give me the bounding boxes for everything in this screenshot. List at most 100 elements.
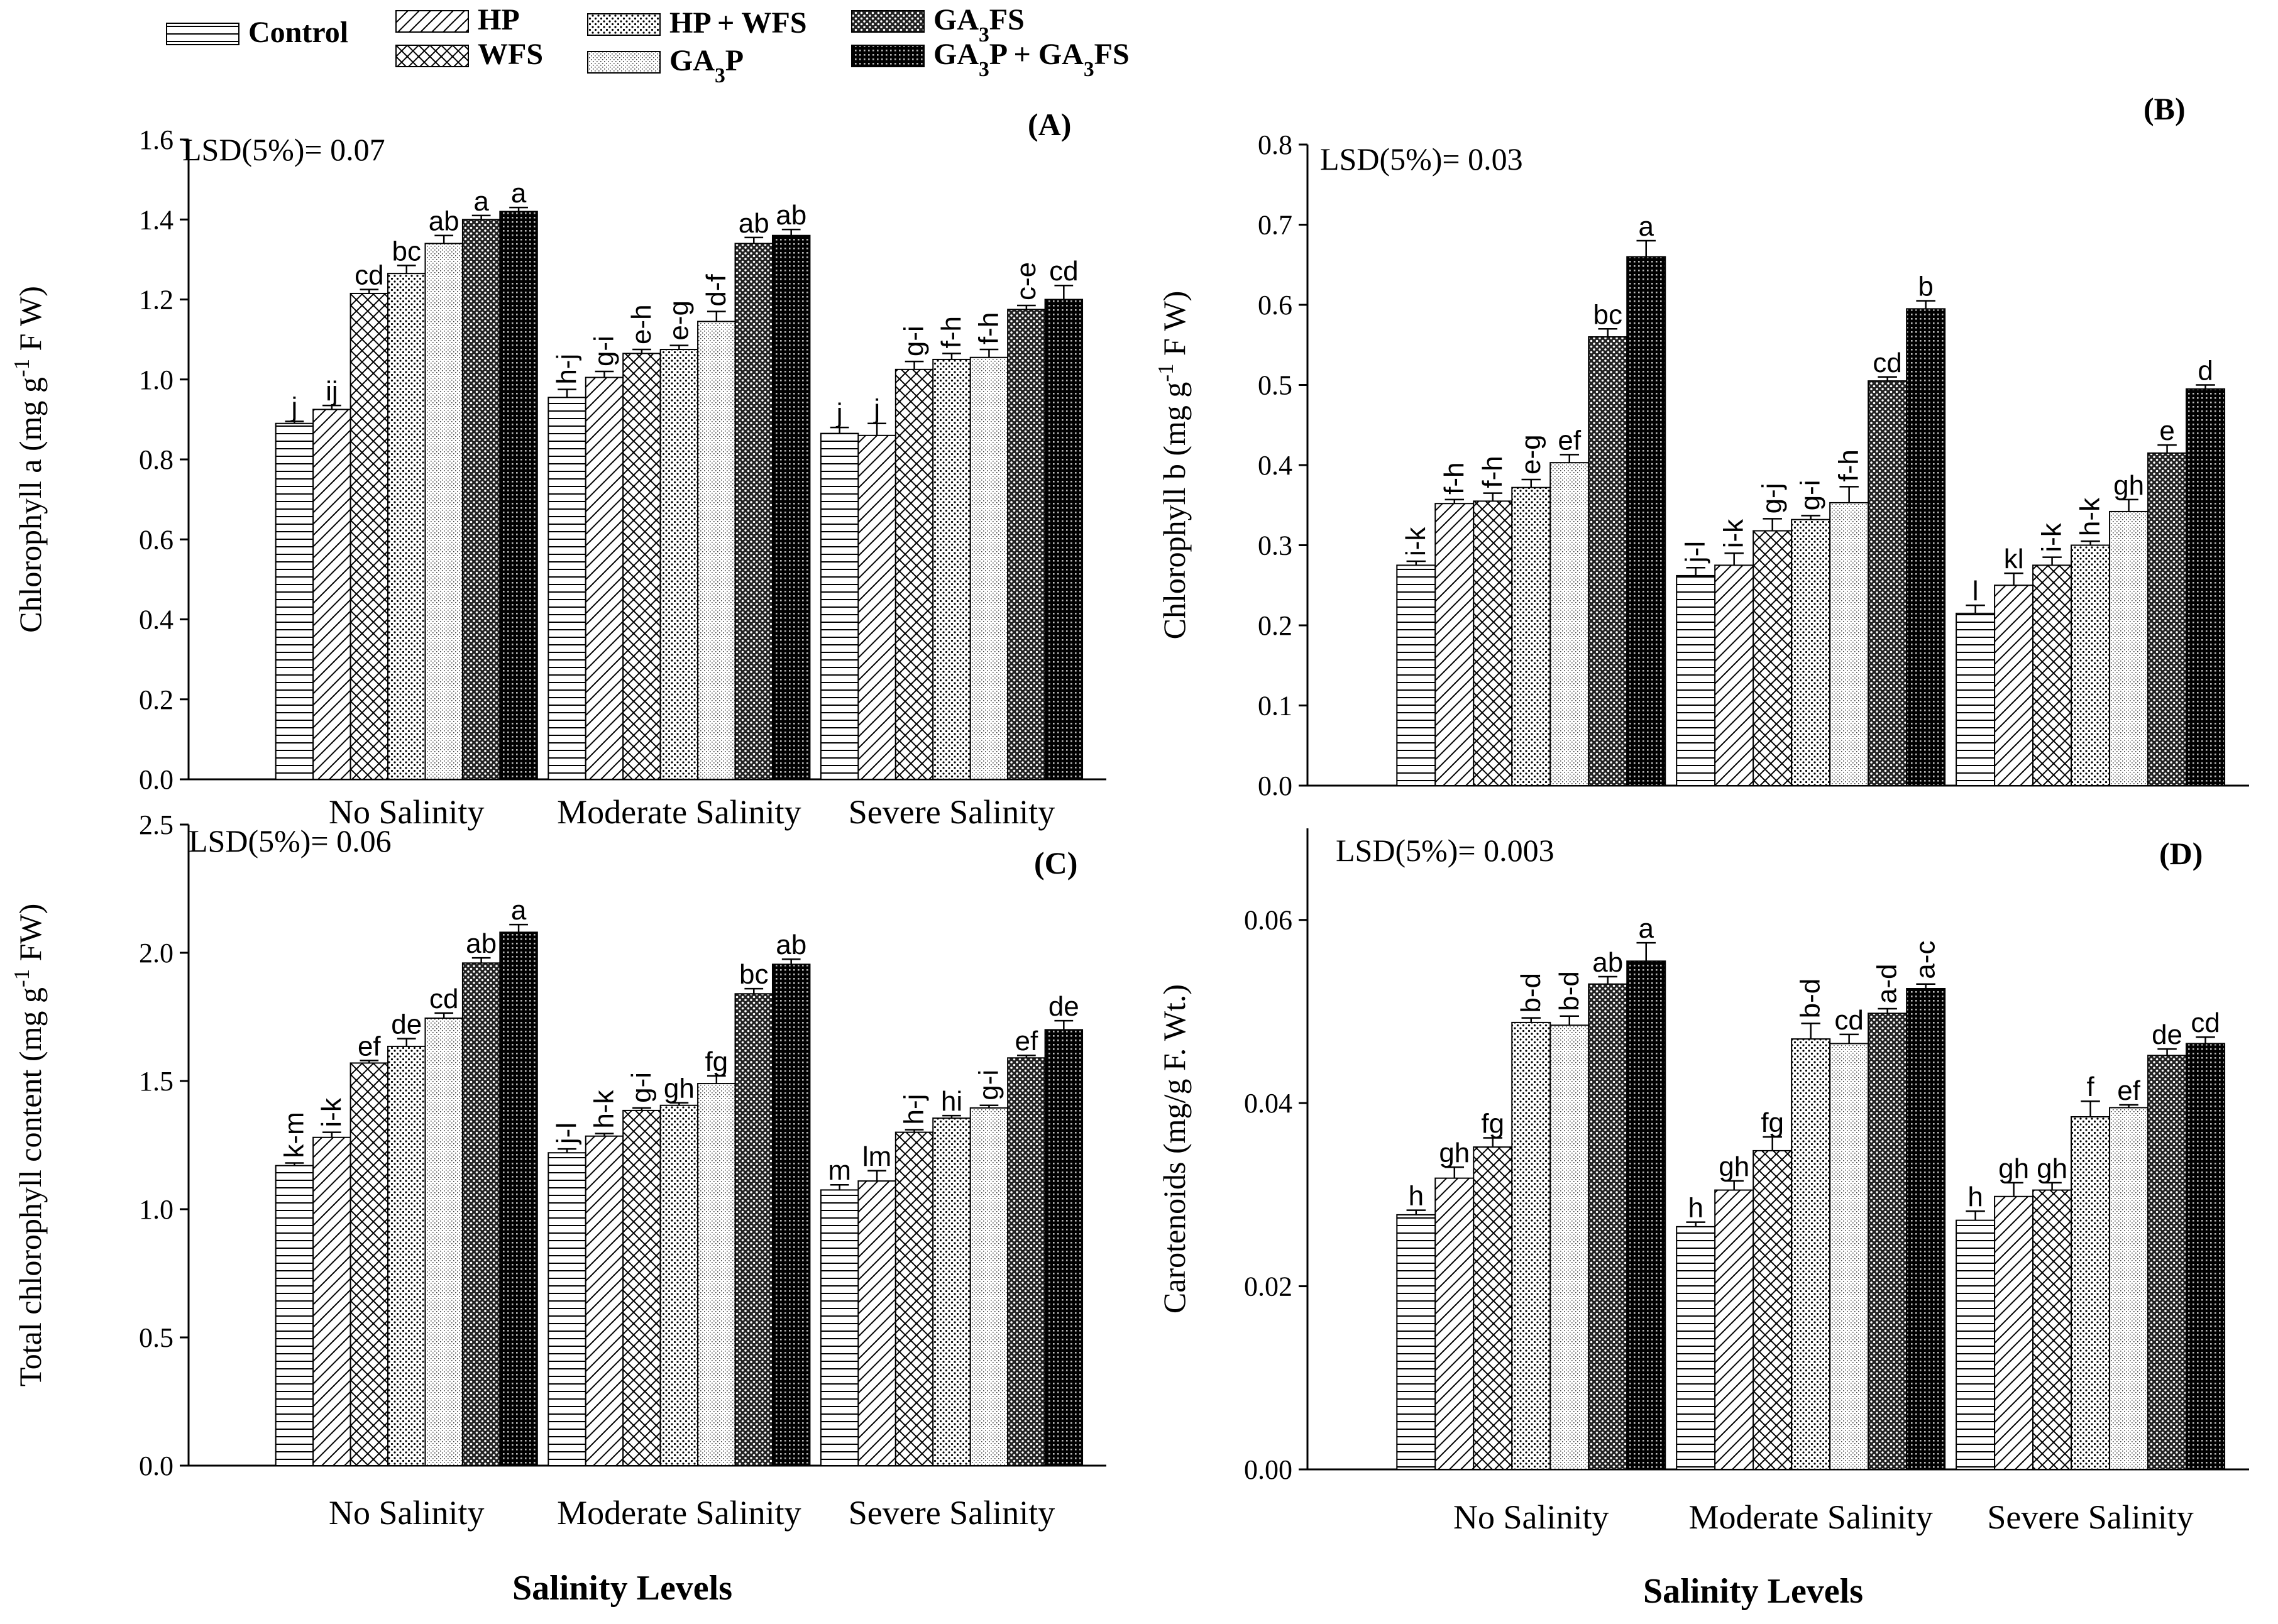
significance-letter: hi — [941, 1086, 962, 1117]
legend-label: HP — [478, 3, 520, 36]
significance-letter: g-i — [899, 326, 930, 356]
legend-swatch — [587, 51, 661, 74]
significance-letter: de — [1048, 991, 1079, 1022]
bar — [1791, 518, 1831, 786]
legend-item: HP + WFS — [587, 6, 807, 40]
significance-letter: b-d — [1554, 971, 1585, 1011]
bar — [1829, 1043, 1869, 1470]
y-axis-label: Carotenoids (mg/g F. Wt.) — [1157, 984, 1192, 1314]
chart-panel: 0.0 0.5 1.0 1.5 2.0 2.5 Total chlorophyll cont… — [9, 809, 1106, 1608]
bar — [2109, 1107, 2149, 1470]
significance-letter: h-j — [551, 354, 582, 385]
significance-letter: d — [2198, 356, 2213, 387]
bar — [1626, 960, 1666, 1471]
bar — [771, 963, 811, 1466]
category-label: No Salinity — [329, 793, 485, 831]
significance-letter: de — [391, 1009, 422, 1040]
bar — [312, 409, 351, 780]
bar — [622, 1109, 661, 1467]
bar — [969, 356, 1009, 780]
significance-letter: a-c — [1910, 941, 1941, 979]
y-tick-label: 1.0 — [139, 365, 173, 395]
bar — [547, 397, 586, 780]
bar — [424, 243, 463, 780]
bar — [2186, 1043, 2226, 1470]
category-label: Moderate Salinity — [557, 1494, 801, 1532]
bar — [2071, 544, 2111, 786]
bar — [424, 1018, 463, 1467]
significance-letter: cd — [2191, 1007, 2220, 1038]
y-tick-label: 1.4 — [139, 204, 173, 235]
significance-letter: a — [511, 895, 527, 926]
significance-letter: f-h — [1477, 456, 1508, 488]
significance-letter: g-i — [1795, 480, 1826, 510]
category-label: Severe Salinity — [1987, 1498, 2193, 1536]
significance-letter: e-h — [626, 304, 657, 344]
bar — [1511, 1021, 1551, 1470]
legend-label: Control — [248, 16, 348, 49]
legend-label: WFS — [478, 38, 543, 71]
y-tick-label: 1.0 — [139, 1194, 173, 1225]
bar — [894, 368, 934, 780]
bar — [275, 1165, 314, 1466]
significance-letter: i-k — [1719, 518, 1749, 548]
significance-letter: ab — [1592, 947, 1623, 978]
significance-letter: g-i — [973, 1070, 1004, 1100]
bar — [1714, 564, 1754, 786]
significance-letter: c-e — [1011, 262, 1042, 300]
significance-letter: i-k — [316, 1097, 347, 1127]
significance-letter: b — [1918, 272, 1933, 302]
y-tick-label: 0.4 — [1258, 450, 1292, 481]
y-tick-label: 1.6 — [139, 124, 173, 155]
y-tick-label: 0.2 — [139, 684, 173, 715]
bar — [1473, 500, 1513, 786]
significance-letter: gh — [1998, 1153, 2029, 1184]
significance-letter: de — [2152, 1019, 2182, 1050]
significance-letter: h — [1688, 1193, 1703, 1224]
significance-letter: h-j — [899, 1094, 930, 1125]
significance-letter: bc — [739, 959, 768, 990]
legend-swatch — [851, 10, 925, 33]
bar — [2147, 452, 2187, 786]
bar — [499, 931, 538, 1466]
significance-letter: bc — [1593, 299, 1622, 330]
bar — [2186, 388, 2226, 786]
significance-letter: j — [835, 398, 843, 429]
legend-swatch — [166, 23, 239, 45]
significance-letter: cd — [1049, 256, 1078, 287]
panel-letter: (C) — [1034, 845, 1077, 881]
bar — [1868, 380, 1908, 786]
y-axis-label: Chlorophyll b (mg g-1 F W) — [1153, 291, 1192, 640]
significance-letter: a — [511, 178, 527, 209]
legend-item: HP — [395, 3, 520, 36]
bar — [1588, 983, 1628, 1470]
bar — [894, 1131, 934, 1466]
bar — [1549, 1024, 1590, 1471]
x-axis-title: Salinity Levels — [512, 1569, 732, 1608]
bar — [734, 993, 773, 1466]
category-label: No Salinity — [329, 1494, 485, 1532]
bar — [1044, 1029, 1084, 1466]
significance-letter: lm — [862, 1141, 891, 1172]
bar — [697, 321, 736, 780]
y-tick-label: 0.5 — [139, 1322, 173, 1353]
legend-label: GA3P + GA3FS — [933, 38, 1130, 81]
significance-letter: b-d — [1516, 973, 1546, 1013]
y-tick-label: 0.00 — [1244, 1454, 1292, 1485]
significance-letter: kl — [2004, 544, 2024, 574]
bar — [2109, 510, 2149, 786]
bar — [1994, 584, 2034, 786]
chart-panel: 0.00 0.02 0.04 0.06 Carotenoids (mg/g F. Wt.… — [1157, 828, 2249, 1611]
bar — [1396, 564, 1436, 786]
y-tick-label: 0.0 — [139, 764, 173, 795]
significance-letter: f-h — [973, 312, 1004, 344]
bar — [1956, 612, 1996, 786]
y-tick-label: 2.0 — [139, 938, 173, 968]
significance-letter: ij — [326, 376, 338, 407]
bar — [1396, 1214, 1436, 1471]
bar — [771, 234, 811, 780]
significance-letter: l — [1973, 576, 1979, 606]
legend-swatch — [395, 10, 469, 33]
legend-label: HP + WFS — [669, 6, 807, 40]
